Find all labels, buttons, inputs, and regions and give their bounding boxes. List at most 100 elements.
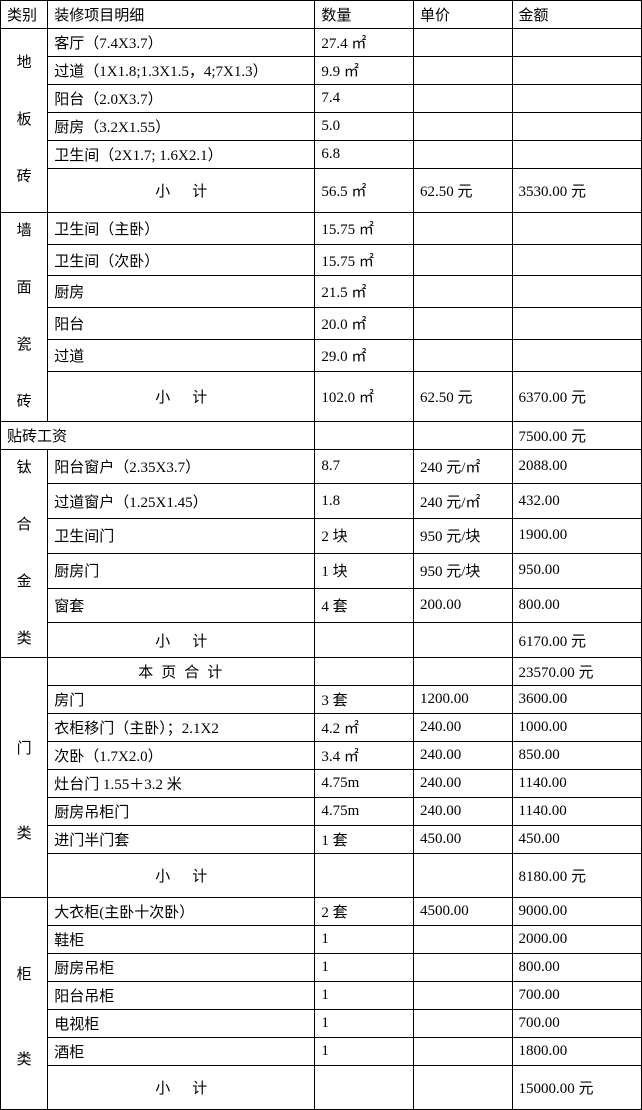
table-row: 卫生间门 2 块 950 元/块 1900.00 (1, 519, 642, 554)
table-row: 房门 3 套 1200.00 3600.00 (1, 686, 642, 714)
subtotal-label: 小计 (48, 854, 315, 898)
cell-amount (512, 308, 641, 340)
cell-amount (512, 113, 641, 141)
cell-amount: 700.00 (512, 982, 641, 1010)
subtotal-amount: 6370.00 元 (512, 371, 641, 421)
cell-item: 过道（1X1.8;1.3X1.5，4;7X1.3） (48, 57, 315, 85)
cell-item: 卫生间（主卧） (48, 213, 315, 245)
category-floor-char2: 砖 (17, 169, 32, 185)
table-row: 进门半门套 1 套 450.00 450.00 (1, 826, 642, 854)
cell-item: 卫生间（次卧） (48, 244, 315, 276)
subtotal-row: 小计 6170.00 元 (1, 623, 642, 658)
cell-item: 卫生间（2X1.7; 1.6X2.1） (48, 141, 315, 169)
cell-item: 阳台窗户（2.35X3.7） (48, 449, 315, 484)
cell-price: 240.00 (413, 798, 512, 826)
category-cabinets: 柜类 (1, 898, 48, 1110)
category-ti-char2: 金 (17, 574, 32, 590)
table-row: 过道（1X1.8;1.3X1.5，4;7X1.3） 9.9 ㎡ (1, 57, 642, 85)
cell-price (413, 339, 512, 371)
cell-qty: 1 (315, 982, 414, 1010)
cell-price (413, 213, 512, 245)
category-doors-char1: 类 (17, 826, 32, 842)
category-wall-char3: 砖 (17, 394, 32, 410)
table-row: 柜类 大衣柜(主卧十次卧） 2 套 4500.00 9000.00 (1, 898, 642, 926)
cell-item: 次卧（1.7X2.0） (48, 742, 315, 770)
cell-item: 卫生间门 (48, 519, 315, 554)
cell-item: 厨房吊柜 (48, 954, 315, 982)
cell-qty: 1 套 (315, 826, 414, 854)
cell-amount: 432.00 (512, 484, 641, 519)
cell-item: 窗套 (48, 588, 315, 623)
cell-qty: 6.8 (315, 141, 414, 169)
subtotal-label: 小计 (48, 1066, 315, 1110)
table-row: 灶台门 1.55＋3.2 米 4.75m 240.00 1140.00 (1, 770, 642, 798)
subtotal-row: 小计 56.5 ㎡ 62.50 元 3530.00 元 (1, 169, 642, 213)
table-row: 过道窗户（1.25X1.45） 1.8 240 元/㎡ 432.00 (1, 484, 642, 519)
cell-qty: 4.2 ㎡ (315, 714, 414, 742)
header-item: 装修项目明细 (48, 1, 315, 29)
category-ti-char0: 钛 (17, 460, 32, 476)
category-floor: 地板砖 (1, 29, 48, 213)
category-wall: 墙面瓷砖 (1, 213, 48, 422)
page-total-amount: 23570.00 元 (512, 658, 641, 686)
subtotal-qty (315, 1066, 414, 1110)
cell-amount: 950.00 (512, 553, 641, 588)
subtotal-amount: 6170.00 元 (512, 623, 641, 658)
cell-qty: 7.4 (315, 85, 414, 113)
cell-price (413, 954, 512, 982)
cell-price (413, 276, 512, 308)
tiling-labor-label: 贴砖工资 (1, 421, 315, 449)
cell-qty: 1 块 (315, 553, 414, 588)
header-amount: 金额 (512, 1, 641, 29)
subtotal-price (413, 854, 512, 898)
cell-item: 进门半门套 (48, 826, 315, 854)
cell-qty: 20.0 ㎡ (315, 308, 414, 340)
cell-amount: 3600.00 (512, 686, 641, 714)
cell-amount: 700.00 (512, 1010, 641, 1038)
cell-item: 阳台 (48, 308, 315, 340)
cell-item: 厨房 (48, 276, 315, 308)
subtotal-amount: 8180.00 元 (512, 854, 641, 898)
subtotal-qty: 56.5 ㎡ (315, 169, 414, 213)
cell-price: 240 元/㎡ (413, 484, 512, 519)
cell-price: 240.00 (413, 714, 512, 742)
header-qty: 数量 (315, 1, 414, 29)
table-row: 衣柜移门（主卧）；2.1X2 4.2 ㎡ 240.00 1000.00 (1, 714, 642, 742)
cell-price (413, 244, 512, 276)
subtotal-label: 小计 (48, 371, 315, 421)
cell-amount (512, 244, 641, 276)
table-row: 次卧（1.7X2.0） 3.4 ㎡ 240.00 850.00 (1, 742, 642, 770)
cell-price (413, 658, 512, 686)
cell-price: 950 元/块 (413, 553, 512, 588)
subtotal-label: 小计 (48, 623, 315, 658)
subtotal-amount: 3530.00 元 (512, 169, 641, 213)
table-row: 阳台 20.0 ㎡ (1, 308, 642, 340)
subtotal-qty (315, 854, 414, 898)
table-row: 厨房吊柜 1 800.00 (1, 954, 642, 982)
subtotal-price (413, 1066, 512, 1110)
category-titanium: 钛合金类 (1, 449, 48, 658)
cell-qty: 9.9 ㎡ (315, 57, 414, 85)
cell-price (413, 141, 512, 169)
cell-price: 450.00 (413, 826, 512, 854)
cell-amount (512, 339, 641, 371)
cell-item: 客厅（7.4X3.7） (48, 29, 315, 57)
table-row: 厨房吊柜门 4.75m 240.00 1140.00 (1, 798, 642, 826)
cell-item: 厨房（3.2X1.55） (48, 113, 315, 141)
tiling-labor-amount: 7500.00 元 (512, 421, 641, 449)
cell-item: 房门 (48, 686, 315, 714)
cell-price (413, 85, 512, 113)
cell-price (413, 421, 512, 449)
cell-qty: 15.75 ㎡ (315, 244, 414, 276)
table-row: 卫生间（次卧） 15.75 ㎡ (1, 244, 642, 276)
cell-qty: 4 套 (315, 588, 414, 623)
cell-price: 240 元/㎡ (413, 449, 512, 484)
cell-price (413, 1038, 512, 1066)
cell-item: 阳台吊柜 (48, 982, 315, 1010)
subtotal-row: 小计 102.0 ㎡ 62.50 元 6370.00 元 (1, 371, 642, 421)
table-header-row: 类别 装修项目明细 数量 单价 金额 (1, 1, 642, 29)
header-price: 单价 (413, 1, 512, 29)
table-row: 卫生间（2X1.7; 1.6X2.1） 6.8 (1, 141, 642, 169)
cell-amount: 450.00 (512, 826, 641, 854)
subtotal-qty (315, 623, 414, 658)
